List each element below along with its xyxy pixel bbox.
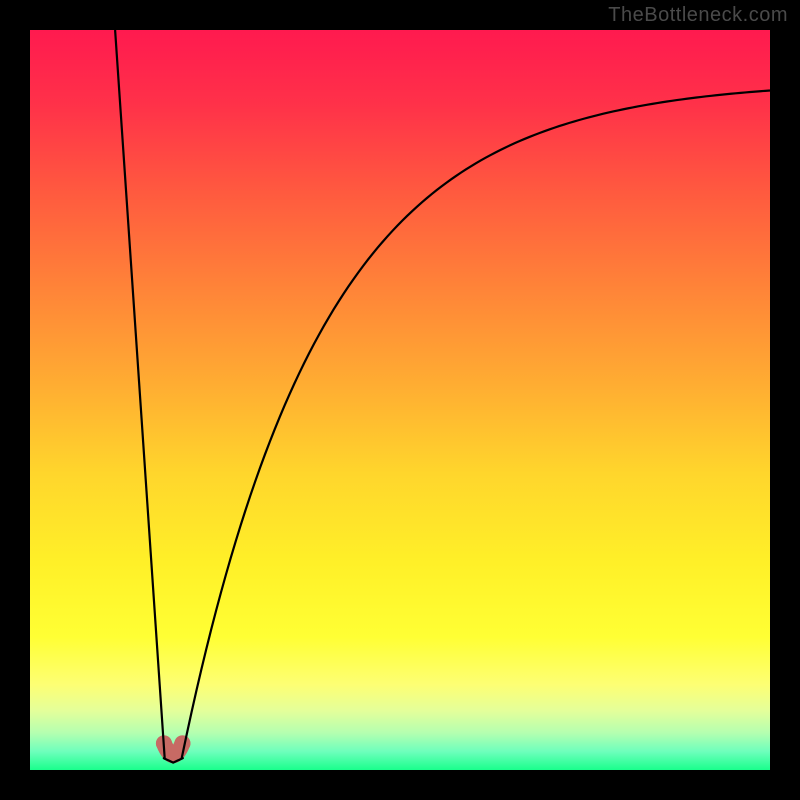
bottleneck-chart [0,0,800,800]
figure-container: { "canvas": { "width": 800, "height": 80… [0,0,800,800]
dip-marker-dot-1 [174,735,190,751]
watermark-text: TheBottleneck.com [608,4,788,27]
